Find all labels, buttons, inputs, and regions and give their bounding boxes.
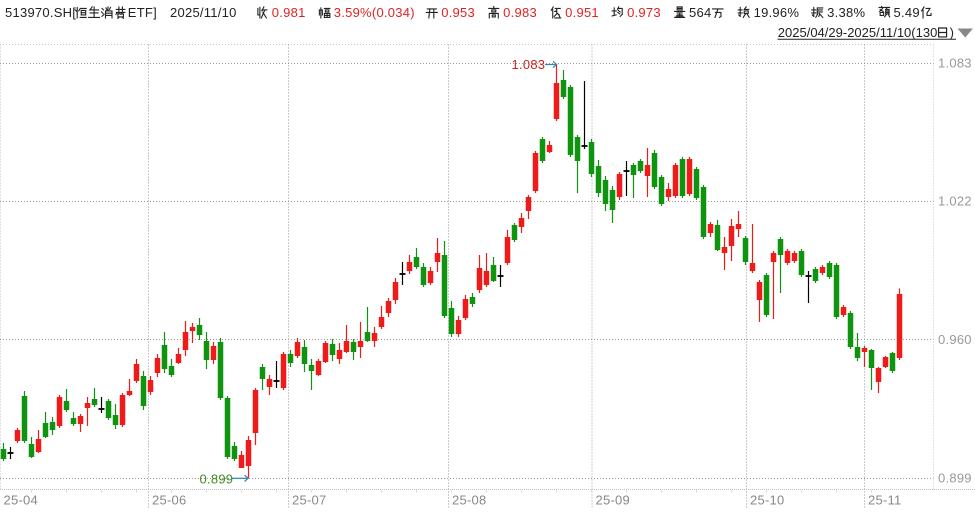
svg-text:0.951: 0.951 [565, 5, 599, 20]
svg-text:25-10: 25-10 [750, 493, 785, 508]
svg-text:2025/11/10: 2025/11/10 [170, 5, 237, 20]
svg-text:0.953: 0.953 [441, 5, 475, 20]
svg-text:0.960: 0.960 [938, 332, 972, 347]
svg-text:25-06: 25-06 [152, 493, 187, 508]
svg-text:25-08: 25-08 [452, 493, 487, 508]
svg-text:0.983: 0.983 [503, 5, 537, 20]
svg-text:2025/04/29-2025/11/10(130: 2025/04/29-2025/11/10(130 [778, 25, 938, 40]
svg-text:3.59%(0.034): 3.59%(0.034) [334, 5, 415, 20]
svg-text:564: 564 [689, 5, 711, 20]
svg-text:25-07: 25-07 [292, 493, 327, 508]
svg-text:0.981: 0.981 [272, 5, 306, 20]
svg-text:0.899: 0.899 [938, 471, 972, 486]
svg-text:): ) [950, 25, 954, 40]
svg-text:1.083: 1.083 [938, 56, 972, 71]
svg-text:5.49: 5.49 [894, 5, 920, 20]
svg-text:19.96%: 19.96% [754, 5, 800, 20]
svg-text:1.022: 1.022 [938, 194, 972, 209]
svg-text:0.973: 0.973 [627, 5, 661, 20]
svg-text:0.899: 0.899 [200, 471, 234, 486]
svg-text:ETF]: ETF] [128, 5, 157, 20]
svg-text:3.38%: 3.38% [827, 5, 865, 20]
svg-text:513970.SH[: 513970.SH[ [5, 5, 76, 20]
svg-text:25-11: 25-11 [868, 493, 902, 508]
svg-text:25-09: 25-09 [596, 493, 631, 508]
svg-text:1.083: 1.083 [512, 57, 546, 72]
svg-text:25-04: 25-04 [4, 493, 39, 508]
